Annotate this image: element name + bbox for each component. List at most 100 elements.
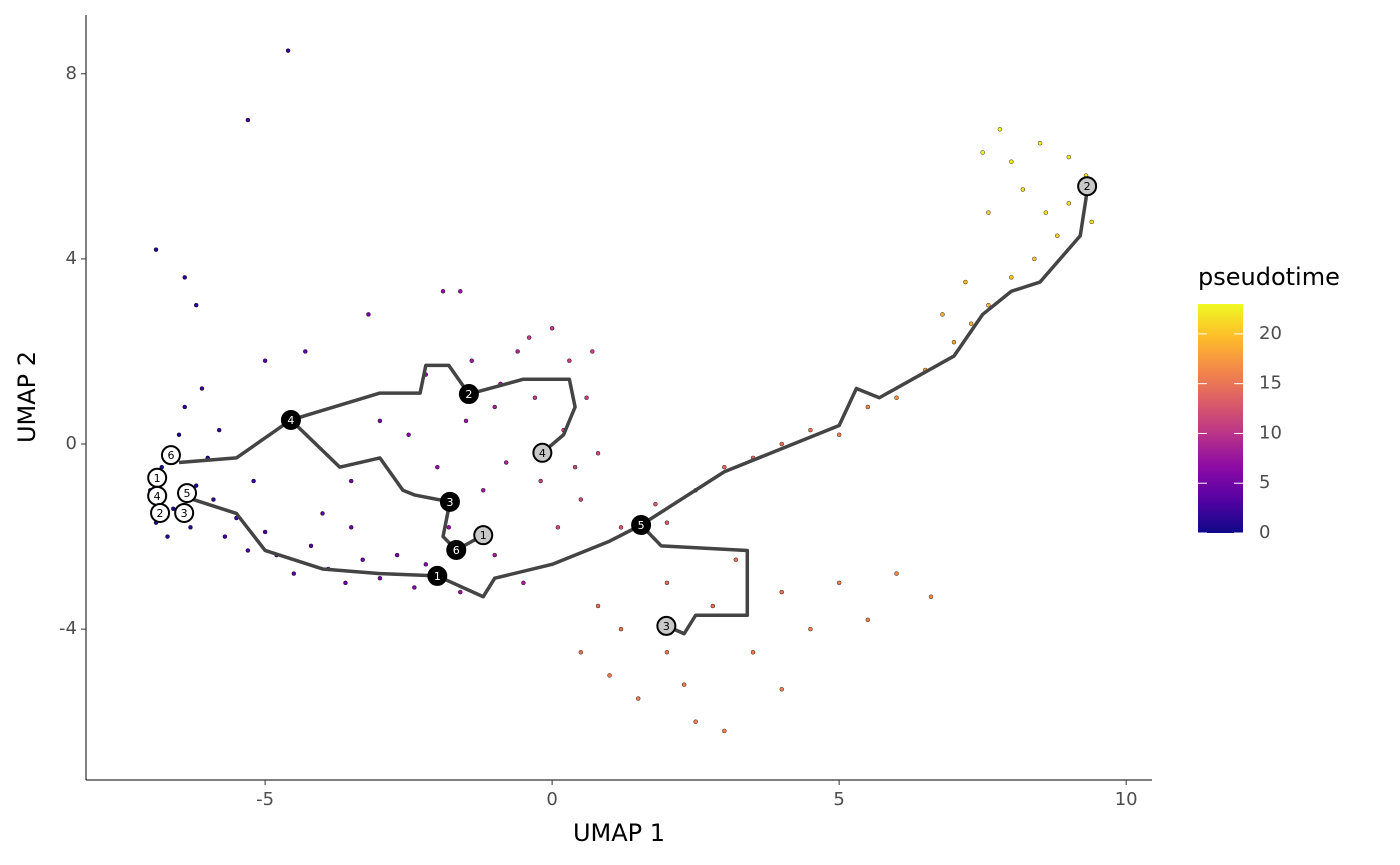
cell-point bbox=[636, 696, 641, 701]
cell-point bbox=[377, 418, 383, 424]
colorbar-tick-label: 20 bbox=[1259, 323, 1282, 344]
trajectory-node bbox=[631, 515, 652, 535]
cell-point bbox=[590, 349, 595, 354]
cell-point bbox=[182, 404, 187, 410]
y-tick-label: -4 bbox=[59, 618, 77, 639]
cell-point bbox=[211, 497, 216, 502]
cell-point bbox=[618, 626, 624, 632]
node-label: 1 bbox=[154, 472, 161, 485]
cell-point bbox=[199, 386, 205, 391]
cell-point bbox=[526, 335, 532, 340]
cell-point bbox=[986, 210, 991, 215]
cell-point bbox=[555, 525, 561, 530]
cell-point bbox=[194, 302, 199, 308]
cell-point bbox=[458, 589, 463, 595]
cell-point bbox=[423, 562, 429, 567]
x-tick-label: 10 bbox=[1115, 789, 1138, 810]
node-label: 2 bbox=[157, 507, 164, 520]
trajectory-node bbox=[160, 445, 181, 466]
cell-point bbox=[182, 275, 187, 280]
cell-point bbox=[722, 728, 727, 734]
trajectory bbox=[178, 493, 642, 599]
cell-point bbox=[779, 589, 784, 595]
cell-point bbox=[245, 548, 251, 553]
cell-point bbox=[320, 511, 325, 516]
cell-point bbox=[222, 534, 228, 539]
cell-point bbox=[1089, 219, 1094, 225]
trajectory-node bbox=[150, 502, 171, 523]
node-label: 2 bbox=[1084, 180, 1091, 193]
cell-point bbox=[722, 464, 727, 470]
cell-point bbox=[262, 358, 268, 363]
cell-point bbox=[1043, 210, 1049, 215]
cell-point bbox=[412, 585, 417, 590]
cell-point bbox=[567, 358, 572, 363]
cell-point bbox=[251, 478, 256, 484]
cell-point bbox=[1032, 256, 1037, 262]
trajectory-node bbox=[656, 615, 677, 636]
cell-point bbox=[595, 603, 601, 609]
cell-point bbox=[940, 312, 945, 317]
cell-point bbox=[1066, 154, 1071, 160]
cell-point bbox=[446, 525, 451, 530]
cell-point bbox=[538, 478, 543, 484]
cell-point bbox=[406, 432, 411, 437]
node-label: 6 bbox=[167, 449, 174, 462]
cell-point bbox=[836, 580, 842, 586]
node-label: 3 bbox=[446, 496, 453, 509]
node-label: 2 bbox=[465, 388, 472, 401]
cell-point bbox=[607, 673, 612, 678]
cell-point bbox=[963, 279, 968, 285]
cell-point bbox=[349, 478, 354, 484]
cell-point bbox=[194, 483, 199, 488]
node-label: 5 bbox=[184, 487, 191, 500]
cell-point bbox=[779, 687, 784, 692]
cell-point bbox=[176, 432, 182, 437]
colorbar-tick-label: 0 bbox=[1259, 522, 1270, 543]
cell-point bbox=[492, 404, 497, 410]
node-label: 1 bbox=[434, 570, 441, 583]
trajectory-node bbox=[458, 384, 479, 405]
node-label: 1 bbox=[480, 529, 487, 542]
cell-point bbox=[349, 525, 354, 530]
cell-point bbox=[1066, 201, 1071, 206]
cell-point bbox=[572, 464, 578, 470]
cell-point bbox=[440, 289, 446, 294]
cell-point bbox=[986, 302, 991, 308]
cell-point bbox=[894, 571, 899, 576]
y-axis-title: UMAP 2 bbox=[13, 351, 41, 443]
cell-point bbox=[951, 339, 957, 345]
cell-point bbox=[664, 580, 670, 586]
trajectory bbox=[640, 186, 1089, 527]
cell-point bbox=[188, 525, 193, 530]
y-tick-label: 0 bbox=[66, 433, 77, 454]
x-tick-label: -5 bbox=[256, 789, 274, 810]
cell-point bbox=[681, 682, 687, 687]
node-label: 5 bbox=[638, 519, 645, 532]
cell-point bbox=[750, 650, 756, 655]
trajectory-node bbox=[1077, 176, 1098, 197]
trajectory bbox=[639, 523, 750, 636]
cell-point bbox=[779, 441, 784, 447]
cell-point bbox=[1009, 275, 1014, 280]
cell-point bbox=[291, 571, 297, 576]
cell-point bbox=[584, 395, 589, 400]
cell-point bbox=[308, 543, 314, 549]
cell-point bbox=[894, 395, 899, 400]
colorbar bbox=[1198, 304, 1243, 533]
cell-point bbox=[245, 117, 251, 123]
cell-point bbox=[578, 650, 584, 655]
cell-point bbox=[285, 48, 291, 53]
cell-point bbox=[521, 580, 526, 586]
trajectory bbox=[289, 418, 485, 552]
cell-point bbox=[1037, 140, 1043, 146]
cell-point bbox=[865, 617, 871, 623]
trajectory-node bbox=[439, 491, 460, 512]
cell-point bbox=[693, 719, 698, 724]
cell-point bbox=[343, 580, 348, 586]
cell-point bbox=[1055, 233, 1060, 238]
node-label: 4 bbox=[287, 414, 294, 427]
x-axis-title: UMAP 1 bbox=[573, 819, 665, 847]
trajectory-node bbox=[532, 442, 553, 463]
